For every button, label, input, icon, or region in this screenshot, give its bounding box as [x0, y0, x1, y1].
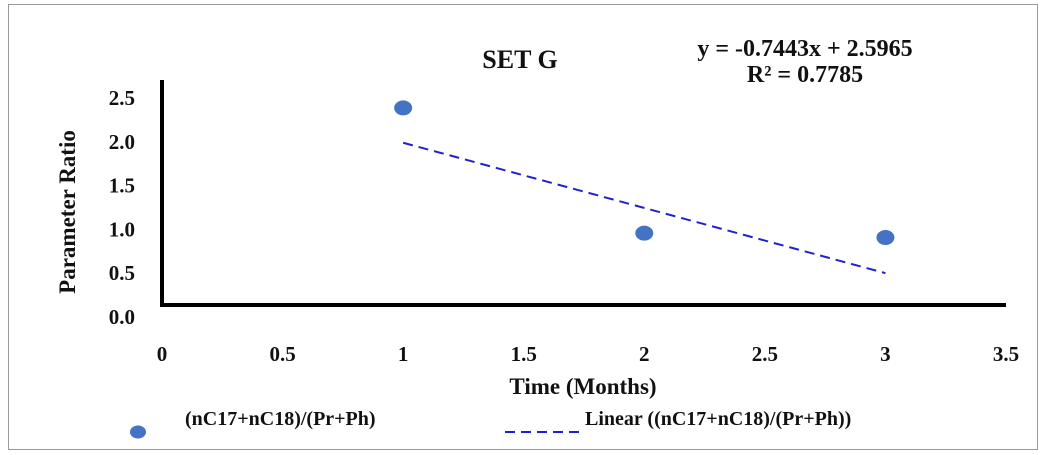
- y-tick-label: 2.5: [109, 86, 135, 110]
- y-axis-label: Parameter Ratio: [55, 130, 80, 294]
- axes: [160, 80, 1006, 307]
- chart-marks: [394, 100, 895, 275]
- data-point: [635, 225, 654, 241]
- y-tick-label: 0.0: [109, 305, 135, 329]
- r-squared-value: R² = 0.7785: [747, 62, 863, 88]
- x-axis-label: Time (Months): [509, 374, 656, 399]
- tick-labels: 0 0.5 1 1.5 2 2.5 3 3.5 0.0 0.5 1.0 1.5 2.0 2.5: [109, 86, 1019, 366]
- legend: (nC17+nC18)/(Pr+Ph) Linear ((nC17+nC18)/…: [130, 408, 851, 439]
- legend-marker-scatter: [130, 425, 146, 439]
- y-tick-label: 2.0: [109, 130, 135, 154]
- y-tick-label: 0.5: [109, 261, 135, 285]
- x-tick-label: 1: [398, 342, 409, 366]
- x-tick-label: 2.5: [752, 342, 778, 366]
- x-tick-label: 3.5: [993, 342, 1019, 366]
- trendline-equation: y = -0.7443x + 2.5965: [697, 36, 912, 62]
- trendline: [402, 141, 886, 275]
- x-tick-label: 1.5: [511, 342, 537, 366]
- y-tick-label: 1.5: [109, 174, 135, 198]
- data-point: [394, 100, 413, 116]
- legend-label-trendline: Linear ((nC17+nC18)/(Pr+Ph)): [585, 408, 851, 430]
- y-tick-label: 1.0: [109, 217, 135, 241]
- x-tick-label: 0: [157, 342, 168, 366]
- chart-frame: [8, 4, 1038, 450]
- x-tick-label: 3: [880, 342, 891, 366]
- x-tick-label: 0.5: [269, 342, 295, 366]
- x-tick-label: 2: [639, 342, 650, 366]
- data-point: [876, 230, 895, 246]
- chart-title: SET G: [482, 45, 557, 74]
- legend-label-scatter: (nC17+nC18)/(Pr+Ph): [185, 408, 376, 430]
